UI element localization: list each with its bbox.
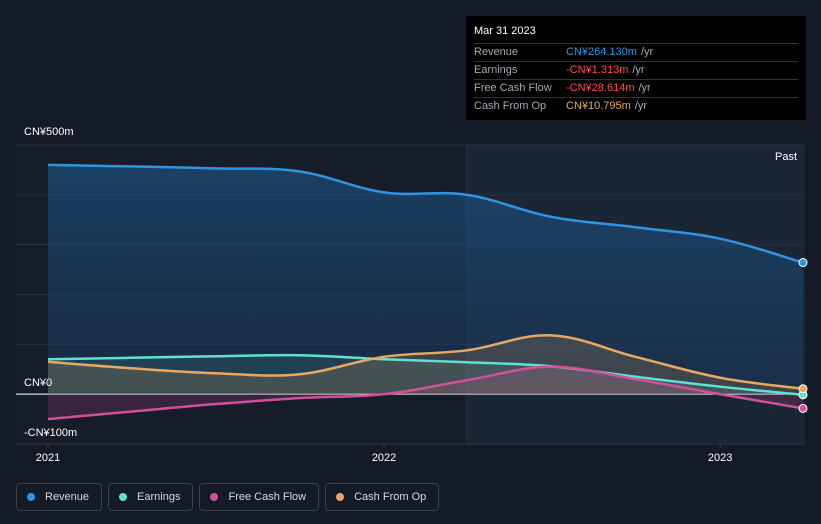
legend-dot-icon (119, 493, 128, 501)
tooltip-row-revenue: Revenue CN¥264.130m /yr (474, 43, 798, 61)
legend-label: Revenue (45, 491, 90, 503)
tooltip-date: Mar 31 2023 (474, 25, 536, 37)
tooltip-value: CN¥264.130m (566, 46, 637, 58)
free-cash-flow-area (48, 366, 803, 420)
legend-item-cash-from-op[interactable]: Cash From Op (325, 483, 440, 511)
legend-item-free-cash-flow[interactable]: Free Cash Flow (199, 483, 320, 511)
tooltip-label: Free Cash Flow (474, 82, 552, 94)
tooltip-value: -CN¥28.614m (566, 82, 635, 94)
past-label: Past (775, 151, 797, 163)
revenue-line (47, 163, 804, 264)
revenue-area (48, 164, 803, 395)
free-cash-flow-line (47, 365, 804, 421)
legend-dot-icon (27, 493, 35, 501)
legend-dot-icon (336, 493, 345, 501)
legend-item-earnings[interactable]: Earnings (108, 483, 194, 511)
legend-dot-icon (210, 493, 219, 501)
tooltip-label: Revenue (474, 46, 519, 58)
cash-from-op-area (48, 335, 803, 395)
legend-item-revenue[interactable]: Revenue (16, 483, 103, 511)
tooltip-row-earnings: Earnings -CN¥1.313m /yr (474, 61, 798, 79)
tooltip-row-cash-from-op: Cash From Op CN¥10.795m /yr (474, 97, 798, 115)
tooltip-unit: /yr (632, 64, 645, 76)
cash-from-op-line (47, 334, 804, 391)
tooltip-row-free-cash-flow: Free Cash Flow -CN¥28.614m /yr (474, 79, 798, 97)
legend-label: Cash From Op (354, 491, 427, 503)
x-tick-label: 2023 (708, 452, 732, 464)
tooltip-unit: /yr (634, 100, 648, 112)
tooltip-unit: /yr (638, 82, 651, 94)
earnings-area (48, 355, 803, 395)
tooltip-label: Cash From Op (474, 100, 547, 112)
y-label-top: CN¥500m (24, 126, 74, 138)
cash-from-op-end-point (798, 384, 808, 394)
tooltip: Mar 31 2023 Revenue CN¥264.130m /yr Earn… (466, 16, 806, 120)
tooltip-label: Earnings (474, 64, 518, 76)
x-tick-label: 2022 (372, 452, 396, 464)
revenue-end-point (798, 258, 808, 268)
legend: Revenue Earnings Free Cash Flow Cash Fro… (16, 483, 440, 511)
tooltip-unit: /yr (640, 46, 654, 58)
tooltip-value: -CN¥1.313m (566, 64, 629, 76)
legend-label: Free Cash Flow (228, 491, 307, 503)
x-tick-label: 2021 (36, 452, 60, 464)
tooltip-value: CN¥10.795m (566, 100, 631, 112)
free-cash-flow-end-point (798, 403, 808, 413)
y-label-bottom: -CN¥100m (24, 427, 77, 439)
legend-label: Earnings (137, 491, 181, 503)
earnings-line (47, 353, 804, 397)
y-label-zero: CN¥0 (24, 377, 52, 389)
